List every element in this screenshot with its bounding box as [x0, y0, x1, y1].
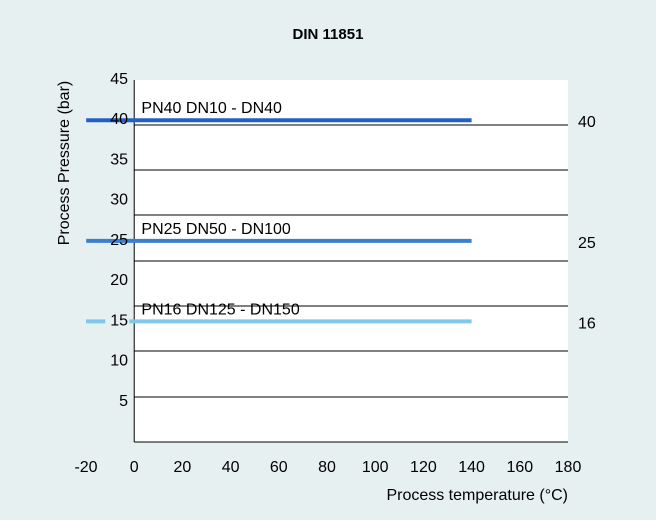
- x-tick-label: 80: [318, 459, 336, 476]
- y-tick-label: 30: [110, 192, 128, 209]
- y-tick-label: 10: [110, 353, 128, 370]
- x-tick-label: -20: [74, 459, 97, 476]
- x-tick-label: 100: [362, 459, 389, 476]
- x-tick-label: 60: [270, 459, 288, 476]
- x-tick-label: 180: [555, 459, 582, 476]
- chart-title: DIN 11851: [293, 26, 364, 43]
- y-tick-label: 35: [110, 151, 128, 168]
- series-right-label: 40: [578, 114, 596, 131]
- x-axis-label: Process temperature (°C): [386, 487, 568, 504]
- series-label: PN16 DN125 - DN150: [141, 301, 299, 318]
- y-axis-label: Process Pressure (bar): [56, 81, 73, 246]
- series-label: PN40 DN10 - DN40: [141, 100, 282, 117]
- y-tick-label: 40: [110, 111, 128, 128]
- y-tick-label: 25: [110, 232, 128, 249]
- x-tick-label: 40: [222, 459, 240, 476]
- x-tick-label: 20: [174, 459, 192, 476]
- x-tick-label: 120: [410, 459, 437, 476]
- y-tick-label: 15: [110, 312, 128, 329]
- y-tick-label: 5: [119, 393, 128, 410]
- series-label: PN25 DN50 - DN100: [141, 221, 291, 238]
- x-tick-label: 0: [130, 459, 139, 476]
- y-tick-label: 45: [110, 71, 128, 88]
- x-tick-label: 160: [506, 459, 533, 476]
- y-tick-label: 20: [110, 272, 128, 289]
- series-right-label: 16: [578, 315, 596, 332]
- x-tick-label: 140: [458, 459, 485, 476]
- series-right-label: 25: [578, 235, 596, 252]
